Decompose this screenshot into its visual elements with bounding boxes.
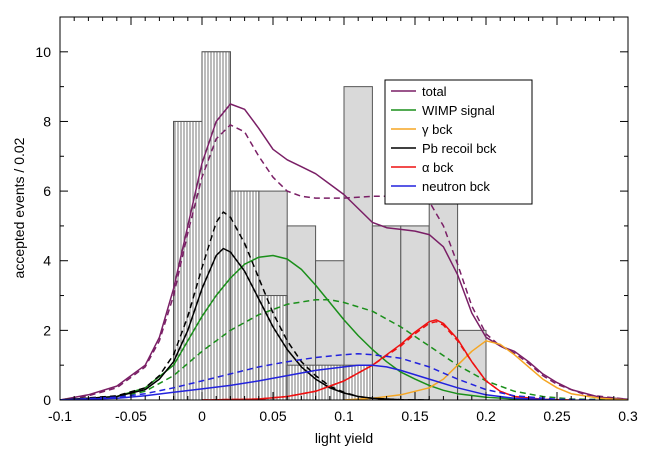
axis-ticks <box>59 16 629 401</box>
legend-label: WIMP signal <box>422 103 495 118</box>
x-tick-label: 0.2 <box>476 408 496 424</box>
gray-hist-bar-6 <box>343 86 373 400</box>
legend-box <box>384 79 533 205</box>
y-tick-label: 0 <box>43 392 51 408</box>
x-tick-label: 0.3 <box>618 408 638 424</box>
y-tick-labels: 0 2 4 6 8 10 <box>35 44 51 408</box>
series--bck-solid <box>343 340 628 400</box>
series-total-solid <box>60 103 628 400</box>
series-neutron-bck-dashed <box>60 352 600 400</box>
legend-label: Pb recoil bck <box>422 141 497 156</box>
y-tick-label: 8 <box>43 113 51 129</box>
y-tick-label: 2 <box>43 322 51 338</box>
y-tick-label: 10 <box>35 44 51 60</box>
series-neutron-bck-solid <box>60 364 558 400</box>
x-tick-label: 0.25 <box>543 408 570 424</box>
series-total-dashed <box>60 124 628 400</box>
legend-label: neutron bck <box>422 179 490 194</box>
hatched-hist-bar-0 <box>173 120 203 400</box>
x-tick-labels: -0.1 -0.05 0 0.05 0.1 0.15 0.2 0.25 0.3 <box>48 408 638 424</box>
hatched-hist-bar-2 <box>229 190 260 400</box>
y-tick-label: 6 <box>43 183 51 199</box>
plot-area <box>60 51 628 400</box>
gray-hist-bar-8 <box>400 225 430 400</box>
curve-layer <box>60 103 628 400</box>
series-wimp-signal-solid <box>60 254 558 400</box>
gray-hist-bar-7 <box>371 225 402 400</box>
y-tick-label: 4 <box>43 253 51 269</box>
x-tick-label: 0.05 <box>259 408 286 424</box>
legend: total WIMP signal γ bck Pb recoil bck α bck n… <box>384 79 533 205</box>
series--bck-dashed <box>201 320 572 400</box>
legend-label: γ bck <box>422 122 453 137</box>
series-pb-recoil-bck-dashed <box>60 211 430 400</box>
series-wimp-signal-dashed <box>60 298 628 400</box>
x-axis-title: light yield <box>315 430 373 446</box>
legend-label: α bck <box>422 160 454 175</box>
x-tick-label: 0.1 <box>334 408 354 424</box>
x-tick-label: -0.1 <box>48 408 72 424</box>
x-tick-label: 0.15 <box>401 408 428 424</box>
x-tick-label: -0.05 <box>115 408 147 424</box>
legend-label: total <box>422 84 447 99</box>
x-tick-label: 0 <box>198 408 206 424</box>
y-axis-title: accepted events / 0.02 <box>11 137 27 278</box>
